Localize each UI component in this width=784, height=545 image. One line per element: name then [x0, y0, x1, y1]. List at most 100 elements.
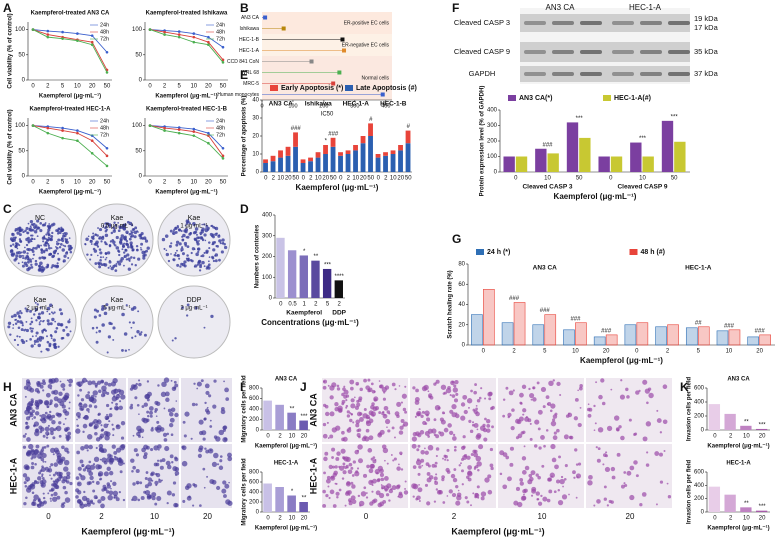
cell: [28, 443, 34, 450]
cell: [198, 419, 204, 425]
cell: [532, 386, 536, 390]
cell: [85, 393, 91, 399]
y-axis-label: Protein expression level (% of GAPDH): [480, 86, 486, 197]
cell: [77, 394, 80, 397]
colony: [12, 243, 15, 246]
bar: [263, 163, 268, 172]
colony: [48, 225, 52, 228]
cell: [654, 451, 660, 456]
cell: [521, 470, 527, 475]
bar: [708, 404, 721, 430]
cell: [547, 477, 552, 482]
cell: [347, 429, 350, 432]
cell: [391, 485, 397, 491]
row-label: HEC-1-B: [239, 37, 260, 43]
cell: [117, 388, 121, 393]
cell: [372, 414, 375, 417]
point: [221, 157, 225, 160]
cell: [386, 462, 389, 465]
series-line: [32, 29, 108, 71]
cell: [62, 485, 67, 490]
cell: [412, 465, 417, 469]
colony: [32, 313, 36, 316]
cell: [460, 402, 466, 407]
cell: [76, 418, 78, 421]
cell: [195, 403, 198, 406]
colony: [120, 256, 124, 261]
colony: [208, 256, 211, 258]
cell: [119, 444, 125, 451]
blot-row-label: Cleaved CASP 3: [454, 18, 510, 27]
colony: [18, 254, 22, 259]
bar: [755, 510, 768, 512]
cell: [521, 384, 527, 389]
y-tick-label: 400: [487, 108, 498, 114]
cell: [40, 457, 45, 462]
colony: [63, 254, 67, 258]
colony: [121, 312, 125, 317]
point: [192, 127, 196, 131]
cell: [135, 468, 140, 474]
cell: [107, 494, 113, 501]
cell: [439, 417, 444, 422]
colony: [124, 223, 127, 226]
cell: [388, 488, 394, 494]
colony: [50, 266, 53, 269]
x-tick-label: 20: [89, 84, 96, 90]
cell: [384, 488, 388, 492]
cell: [106, 413, 108, 416]
x-tick-label: 10: [544, 176, 551, 182]
bar: [375, 157, 381, 172]
bar: [270, 161, 276, 172]
cell: [620, 435, 625, 441]
cell: [371, 490, 374, 493]
legend-swatch: [508, 95, 516, 101]
colony: [19, 230, 21, 233]
cell: [111, 444, 116, 449]
x-tick-label: 20: [205, 84, 212, 90]
cell: [170, 379, 173, 382]
annotation: **: [744, 419, 749, 425]
cell: [106, 484, 112, 489]
colony-dose: 2 μg·mL⁻¹: [26, 306, 53, 312]
bar: [759, 334, 771, 346]
cell: [166, 432, 170, 436]
point: [46, 29, 50, 33]
cell: [118, 405, 123, 410]
colony: [110, 266, 114, 271]
cell: [423, 384, 429, 391]
cell: [228, 481, 230, 484]
cell: [371, 484, 374, 487]
x-tick-label: 2: [666, 349, 670, 355]
cell: [97, 499, 102, 504]
cell: [102, 484, 107, 489]
cell: [424, 410, 430, 416]
legend-label: 24 h (*): [487, 249, 510, 256]
cell: [588, 474, 593, 480]
colony: [186, 235, 190, 239]
cell: [174, 412, 179, 418]
cell: [112, 377, 118, 384]
colony: [181, 306, 184, 310]
point: [46, 131, 50, 135]
colony: [112, 338, 115, 341]
y-tick-label: 600: [694, 470, 705, 476]
cell: [77, 415, 81, 419]
point: [90, 152, 94, 155]
colony: [37, 268, 42, 272]
cell: [98, 447, 103, 452]
point: [90, 40, 94, 44]
cell: [390, 454, 393, 456]
x-tick-label: 5: [61, 84, 65, 90]
colony: [220, 250, 224, 254]
colony: [201, 227, 205, 231]
x-tick-label: 50: [220, 180, 227, 186]
colony: [143, 236, 147, 240]
x-axis-label: Concentrations (μg·mL⁻¹): [261, 318, 359, 327]
bar: [300, 159, 306, 163]
cell: [644, 388, 650, 394]
cell: [206, 406, 209, 409]
point: [221, 146, 225, 150]
cell: [132, 384, 138, 390]
point: [61, 136, 64, 140]
